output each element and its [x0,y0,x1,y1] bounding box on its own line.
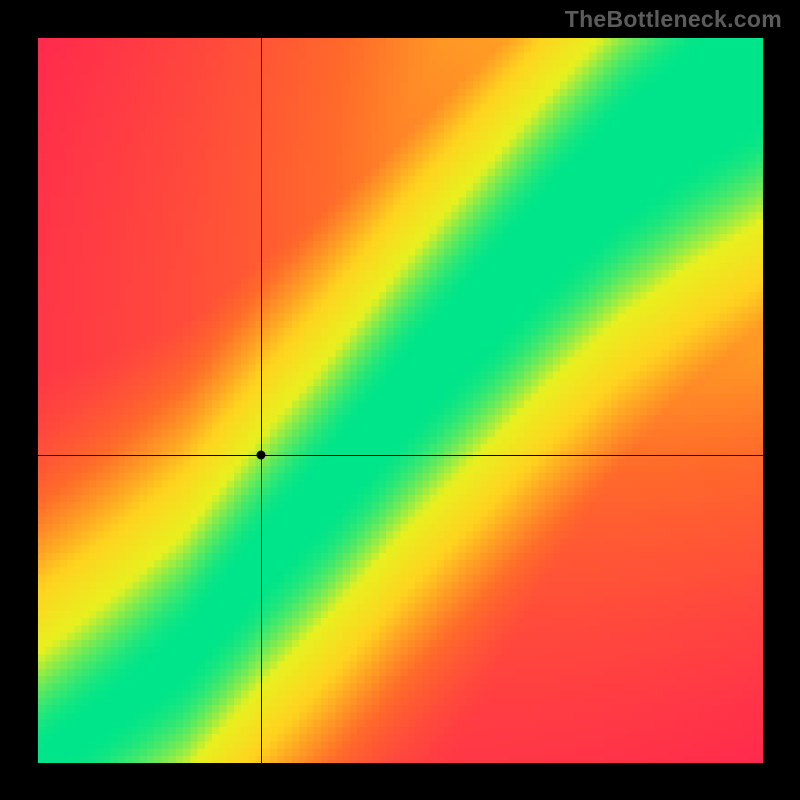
crosshair-horizontal [38,455,763,456]
crosshair-vertical [261,38,262,763]
watermark-text: TheBottleneck.com [565,6,782,33]
bottleneck-heatmap [38,38,763,763]
crosshair-marker [257,450,266,459]
figure-container: TheBottleneck.com [0,0,800,800]
